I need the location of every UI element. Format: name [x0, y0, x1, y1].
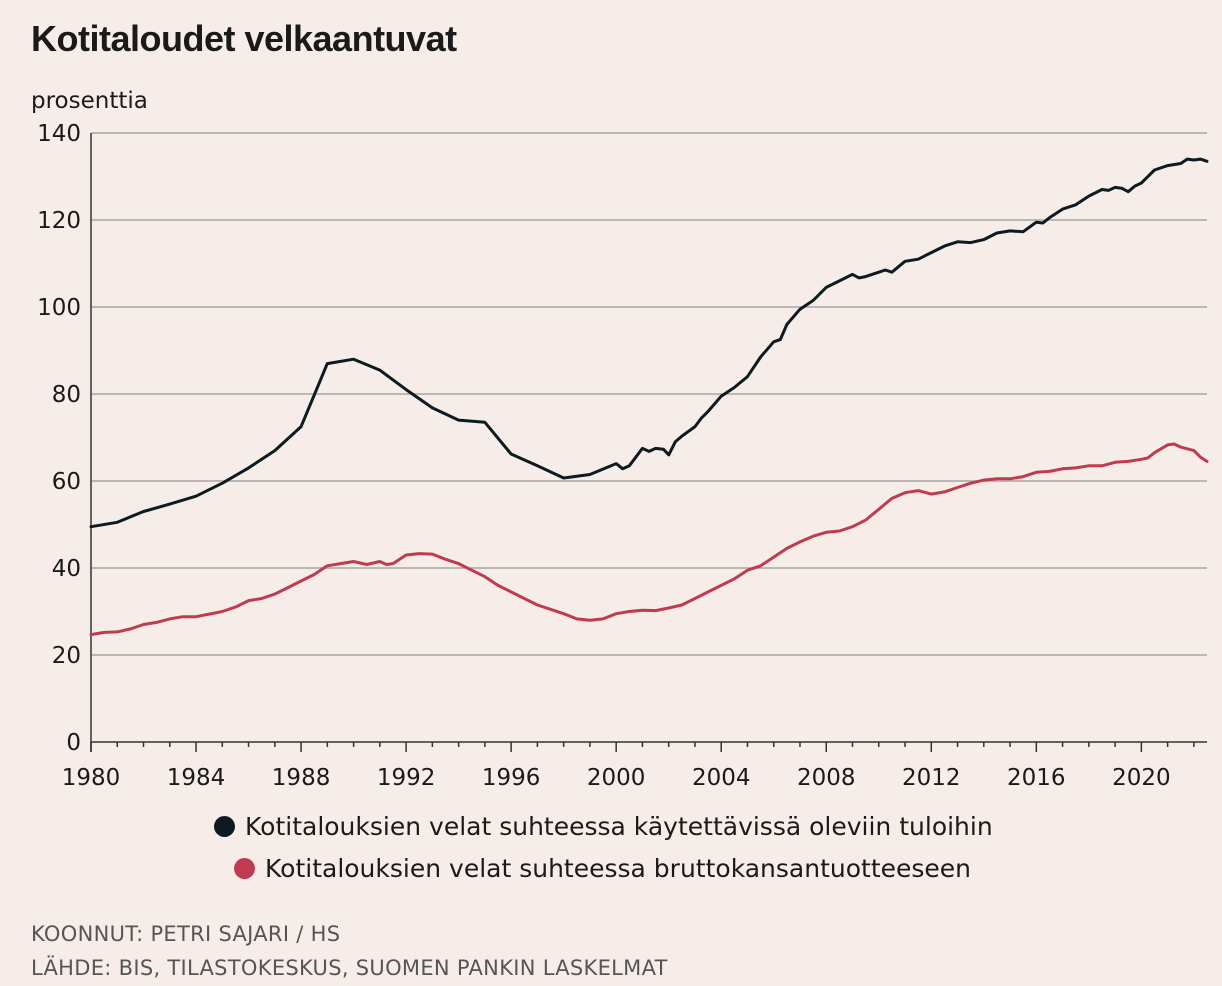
series-line-gdp [89, 442, 1209, 637]
x-tick-label: 2016 [1007, 765, 1066, 791]
chart-title: Kotitaloudet velkaantuvat [31, 18, 457, 59]
series-line-income [89, 157, 1209, 529]
y-tick-label: 60 [52, 469, 81, 495]
x-tick-label: 2008 [797, 765, 856, 791]
legend-dot-icon [234, 858, 255, 879]
x-tick-label: 1992 [377, 765, 436, 791]
y-tick-label: 120 [37, 208, 81, 234]
legend-item-gdp: Kotitalouksien velat suhteessa bruttokan… [234, 854, 971, 883]
y-tick-label: 0 [66, 730, 81, 756]
y-tick-label: 140 [37, 121, 81, 147]
legend-item-income: Kotitalouksien velat suhteessa käytettäv… [214, 812, 993, 841]
x-tick-label: 1996 [482, 765, 541, 791]
x-tick-label: 2004 [692, 765, 751, 791]
y-tick-label: 40 [52, 556, 81, 582]
x-tick-label: 1984 [167, 765, 226, 791]
x-tick-label: 2020 [1112, 765, 1171, 791]
legend-label: Kotitalouksien velat suhteessa bruttokan… [265, 854, 972, 883]
x-tick-label: 2012 [902, 765, 961, 791]
credits-source: LÄHDE: BIS, TILASTOKESKUS, SUOMEN PANKIN… [31, 956, 668, 980]
legend-dot-icon [214, 816, 235, 837]
x-tick-label: 1988 [272, 765, 331, 791]
y-tick-label: 100 [37, 295, 81, 321]
line-chart: prosenttia 0 20 40 60 80 100 120 140 1980 1984 19… [31, 88, 1209, 791]
y-tick-label: 20 [52, 643, 81, 669]
credits-author: KOONNUT: PETRI SAJARI / HS [31, 922, 341, 946]
x-tick-label: 2000 [587, 765, 646, 791]
y-tick-label: 80 [52, 382, 81, 408]
legend-label: Kotitalouksien velat suhteessa käytettäv… [245, 812, 993, 841]
x-tick-label: 1980 [62, 765, 121, 791]
y-axis-unit-label: prosenttia [31, 88, 148, 114]
